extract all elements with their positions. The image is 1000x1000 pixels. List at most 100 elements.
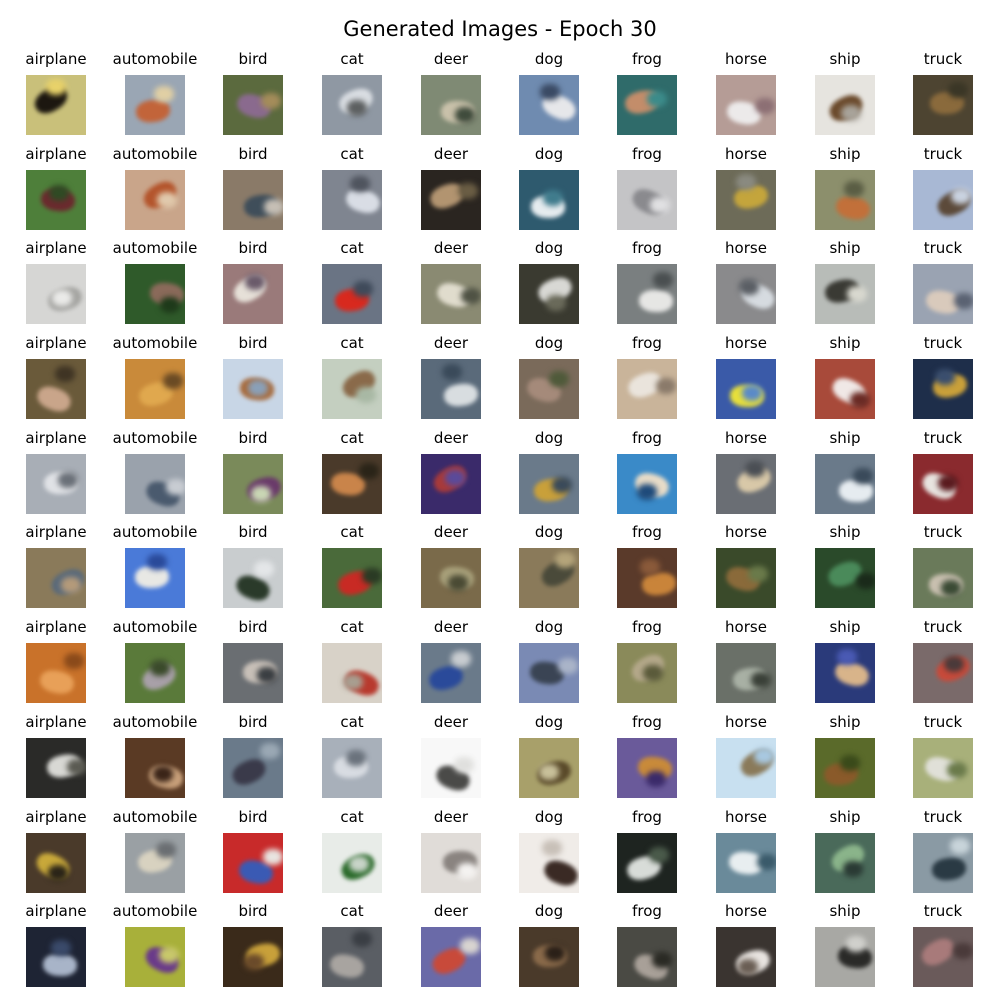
generated-image (421, 548, 481, 608)
image-blob (742, 385, 762, 401)
image-blob (950, 838, 970, 854)
generated-image (519, 927, 579, 987)
cell-label: truck (923, 50, 963, 68)
generated-image (125, 927, 185, 987)
generated-image (421, 454, 481, 514)
generated-image (125, 359, 185, 419)
cell-label: ship (829, 808, 861, 826)
cell-label: bird (238, 902, 268, 920)
cell-label: deer (433, 808, 469, 826)
image-blob (736, 174, 756, 190)
cell-label: truck (923, 239, 963, 257)
cell-label: cat (340, 239, 364, 257)
grid-cell: horse (697, 334, 795, 422)
grid-cell: horse (697, 902, 795, 990)
image-blob (46, 79, 66, 95)
grid-cell: deer (402, 145, 500, 233)
image-blob (362, 568, 382, 584)
figure-title: Generated Images - Epoch 30 (343, 17, 657, 41)
generated-image (617, 170, 677, 230)
grid-cell: automobile (106, 145, 204, 233)
generated-image (421, 170, 481, 230)
generated-image (26, 927, 86, 987)
generated-image (223, 927, 283, 987)
generated-image (421, 359, 481, 419)
generated-image (716, 548, 776, 608)
generated-image (519, 359, 579, 419)
generated-image (617, 359, 677, 419)
grid-cell: frog (598, 808, 696, 896)
generated-image (223, 454, 283, 514)
generated-image (617, 75, 677, 135)
generated-image (125, 170, 185, 230)
image-blob (154, 86, 174, 102)
grid-cell: frog (598, 713, 696, 801)
cell-label: frog (632, 334, 662, 352)
image-blob (42, 953, 78, 977)
image-blob (637, 484, 657, 500)
grid-cell: cat (303, 429, 401, 517)
grid-cell: cat (303, 902, 401, 990)
image-blob (328, 951, 366, 981)
image-blob (850, 392, 870, 408)
image-blob (938, 475, 958, 491)
grid-cell: automobile (106, 334, 204, 422)
cell-label: bird (238, 713, 268, 731)
cell-label: airplane (25, 808, 87, 826)
grid-cell: automobile (106, 902, 204, 990)
generated-image (125, 454, 185, 514)
cell-label: airplane (25, 523, 87, 541)
image-blob (147, 554, 167, 570)
grid-cell: airplane (7, 239, 105, 327)
grid-cell: airplane (7, 902, 105, 990)
image-blob (38, 667, 76, 697)
grid-cell: frog (598, 618, 696, 706)
cell-label: horse (725, 145, 767, 163)
generated-image (716, 833, 776, 893)
cell-label: deer (433, 239, 469, 257)
grid-cell: airplane (7, 145, 105, 233)
grid-cell: deer (402, 429, 500, 517)
image-blob (343, 674, 363, 690)
cell-label: cat (340, 713, 364, 731)
generated-image (421, 643, 481, 703)
grid-cell: dog (500, 145, 598, 233)
generated-image (519, 170, 579, 230)
generated-image (519, 833, 579, 893)
image-blob (160, 297, 180, 313)
image-blob (558, 658, 578, 674)
grid-cell: cat (303, 523, 401, 611)
cell-label: automobile (112, 239, 198, 257)
grid-cell: horse (697, 145, 795, 233)
image-blob (847, 286, 867, 302)
generated-image (421, 927, 481, 987)
generated-image (519, 75, 579, 135)
image-blob (834, 193, 872, 223)
grid-cell: horse (697, 523, 795, 611)
generated-image (716, 643, 776, 703)
cell-label: horse (725, 902, 767, 920)
image-blob (244, 954, 264, 970)
image-blob (738, 959, 758, 975)
cell-label: dog (534, 618, 564, 636)
generated-image (125, 75, 185, 135)
image-blob (542, 840, 562, 856)
image-blob (953, 943, 973, 959)
cell-label: deer (433, 429, 469, 447)
generated-image (26, 643, 86, 703)
grid-cell: cat (303, 618, 401, 706)
grid-cell: airplane (7, 429, 105, 517)
cell-label: horse (725, 808, 767, 826)
cell-label: cat (340, 902, 364, 920)
cell-label: airplane (25, 902, 87, 920)
generated-image (913, 738, 973, 798)
cell-label: automobile (112, 523, 198, 541)
cell-label: ship (829, 145, 861, 163)
generated-image (125, 643, 185, 703)
cell-label: cat (340, 334, 364, 352)
grid-cell: automobile (106, 239, 204, 327)
cell-label: frog (632, 713, 662, 731)
image-blob (846, 936, 866, 952)
grid-cell: dog (500, 713, 598, 801)
cell-label: dog (534, 808, 564, 826)
